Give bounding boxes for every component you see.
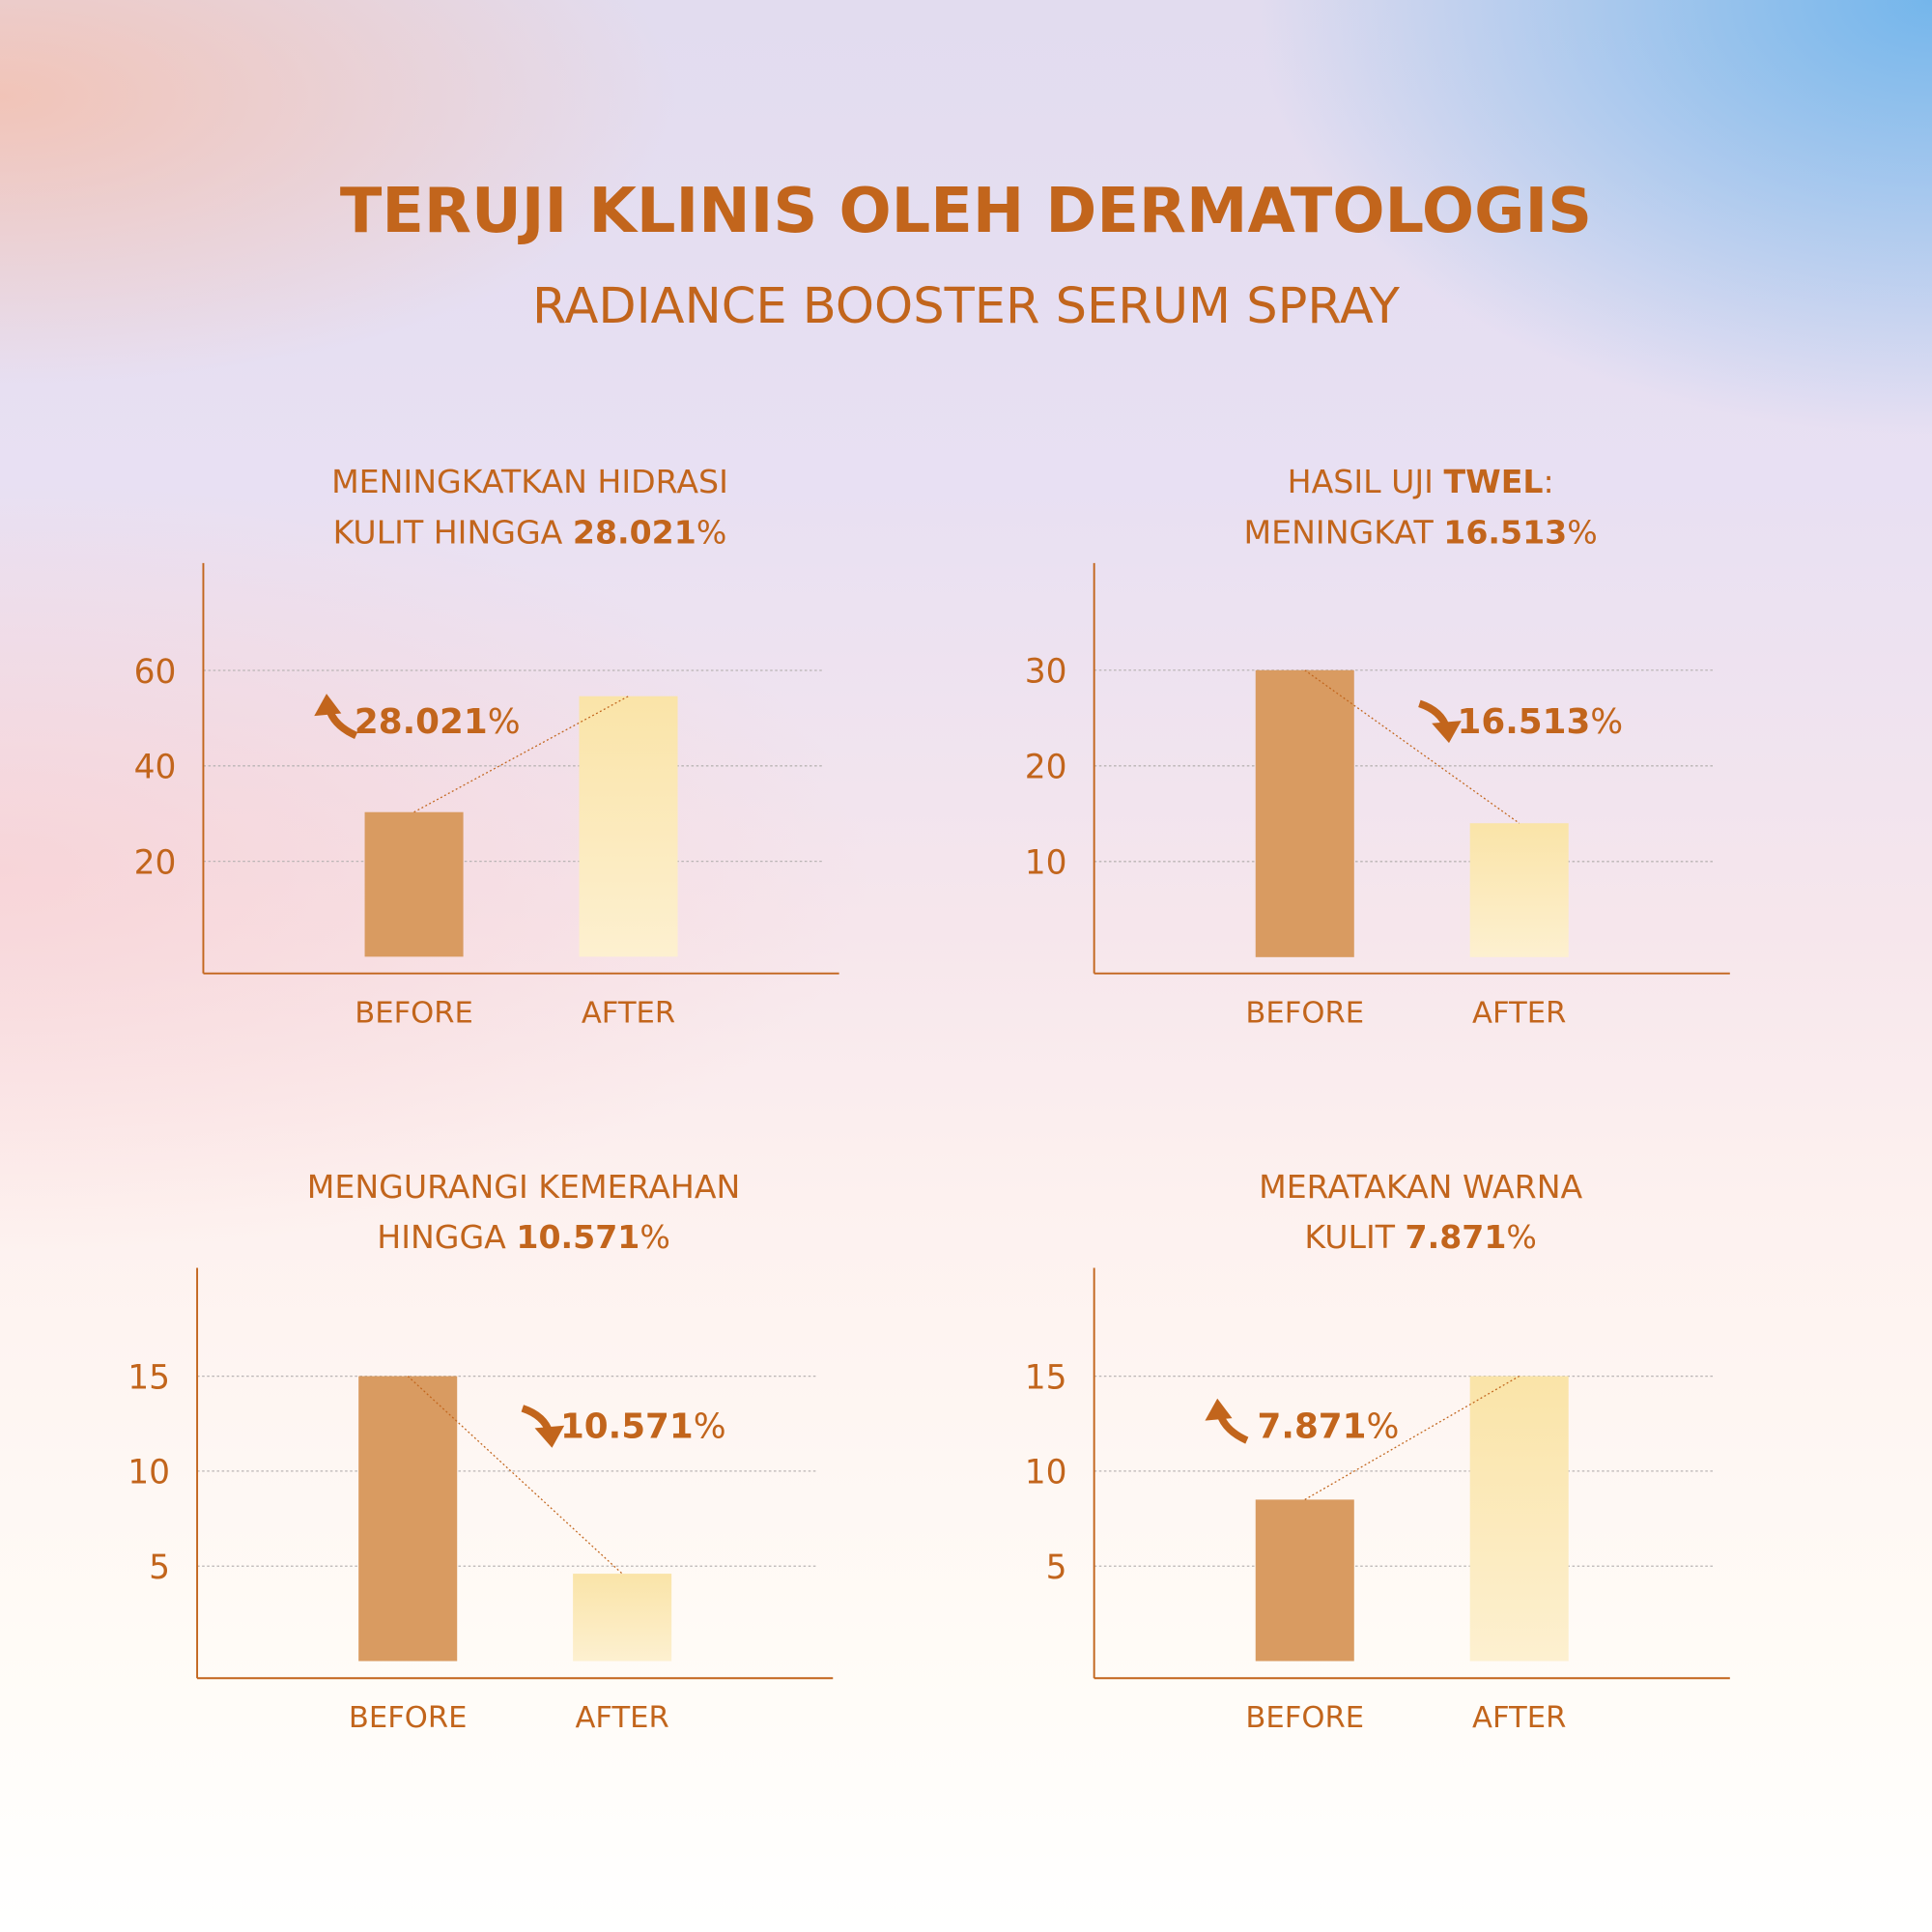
text-segment: 7.871 [1406, 1218, 1507, 1256]
y-tick-label: 60 [134, 653, 177, 692]
bar [1469, 1376, 1569, 1662]
y-tick-label: 30 [1025, 653, 1067, 692]
text-segment: KULIT [1304, 1218, 1405, 1256]
text-segment: MENINGKAT [1244, 514, 1444, 552]
annotation: 7.871% [1258, 1407, 1400, 1447]
text-segment: % [488, 702, 521, 742]
chart-title: KULIT HINGGA 28.021% [333, 514, 727, 552]
y-tick-label: 10 [128, 1454, 170, 1492]
text-segment: MENGURANGI KEMERAHAN [307, 1168, 741, 1206]
chart-title: MENINGKATKAN HIDRASI [331, 463, 728, 500]
y-tick-label: 40 [134, 749, 177, 787]
text-segment: 28.021 [573, 514, 696, 552]
trend-arrowhead [1432, 721, 1462, 744]
text-segment: 16.513 [1443, 514, 1567, 552]
y-tick-label: 15 [1025, 1358, 1067, 1397]
x-tick-label: AFTER [575, 1701, 668, 1735]
chart-title: HINGGA 10.571% [377, 1218, 670, 1256]
text-segment: MERATAKAN WARNA [1259, 1168, 1582, 1206]
x-tick-label: AFTER [1472, 997, 1566, 1031]
text-segment: % [1367, 1407, 1400, 1447]
x-tick-label: BEFORE [355, 997, 473, 1031]
bar [1469, 823, 1569, 957]
bar [364, 811, 464, 957]
bar [358, 1376, 458, 1662]
connector [407, 1376, 623, 1575]
trend-arrowhead [1205, 1398, 1233, 1421]
y-tick-label: 15 [128, 1358, 170, 1397]
text-segment: 10.571 [516, 1218, 639, 1256]
text-segment: TWEL [1444, 463, 1544, 500]
y-tick-label: 5 [1046, 1548, 1067, 1587]
page-title: TERUJI KLINIS OLEH DERMATOLOGIS [340, 176, 1592, 247]
bar [573, 1574, 672, 1662]
text-segment: % [1567, 514, 1598, 552]
text-segment: 7.871 [1258, 1407, 1367, 1447]
y-tick-label: 20 [134, 843, 177, 882]
trend-arrowhead [314, 694, 342, 717]
text-segment: 16.513 [1458, 702, 1591, 742]
x-tick-label: AFTER [1472, 1701, 1566, 1735]
text-segment: HASIL UJI [1288, 463, 1444, 500]
text-segment: MENINGKATKAN HIDRASI [331, 463, 728, 500]
x-tick-label: BEFORE [1245, 997, 1364, 1031]
text-segment: % [694, 1407, 726, 1447]
text-segment: KULIT HINGGA [333, 514, 573, 552]
text-segment: : [1543, 463, 1553, 500]
text-segment: % [696, 514, 727, 552]
text-segment: % [1506, 1218, 1537, 1256]
bar [1255, 1499, 1354, 1662]
chart-title: MENGURANGI KEMERAHAN [307, 1168, 741, 1206]
bar [1255, 669, 1354, 957]
y-tick-label: 20 [1025, 749, 1067, 787]
annotation: 10.571% [560, 1407, 726, 1447]
annotation: 28.021% [355, 702, 521, 742]
chart-title: MERATAKAN WARNA [1259, 1168, 1582, 1206]
page-subtitle: RADIANCE BOOSTER SERUM SPRAY [532, 278, 1401, 335]
connector [413, 696, 629, 813]
x-tick-label: AFTER [582, 997, 675, 1031]
y-tick-label: 10 [1025, 844, 1067, 883]
text-segment: % [1590, 702, 1623, 742]
text-segment: % [639, 1218, 670, 1256]
trend-arrowhead [534, 1425, 565, 1448]
y-tick-label: 5 [149, 1548, 170, 1587]
chart-title: KULIT 7.871% [1304, 1218, 1537, 1256]
chart-title: MENINGKAT 16.513% [1244, 514, 1598, 552]
text-segment: HINGGA [377, 1218, 516, 1256]
x-tick-label: BEFORE [349, 1701, 468, 1735]
annotation: 16.513% [1458, 702, 1624, 742]
y-tick-label: 10 [1025, 1454, 1067, 1492]
connector [1304, 669, 1520, 824]
text-segment: 10.571 [560, 1407, 694, 1447]
bar [579, 696, 678, 957]
chart-title: HASIL UJI TWEL: [1288, 463, 1554, 500]
text-segment: 28.021 [355, 702, 488, 742]
x-tick-label: BEFORE [1245, 1701, 1364, 1735]
